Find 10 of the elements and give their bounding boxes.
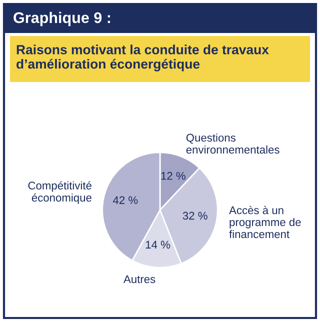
data-label: 14 % (146, 240, 170, 249)
slice-label: Questions environnementales (186, 134, 280, 154)
chart-title: Graphique 9 : (14, 12, 110, 26)
data-label: 42 % (113, 196, 138, 204)
chart-subtitle: Raisons motivant la conduite de travaux d’amélioration éconergétique (16, 44, 269, 72)
slice-label: Compétitivité économique (28, 181, 92, 204)
slice-label: Accès à un programme de financement (229, 206, 301, 238)
slice-label: Autres (124, 275, 156, 284)
data-label: 12 % (161, 172, 186, 180)
data-label: 32 % (182, 212, 208, 220)
